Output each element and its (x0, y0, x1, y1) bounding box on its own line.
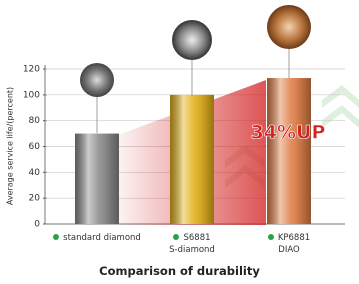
bars (75, 78, 311, 224)
bar-sheen (170, 95, 214, 224)
y-tick-label: 80 (29, 116, 41, 126)
y-tick-label: 60 (29, 142, 41, 152)
y-tick-label: 20 (29, 194, 41, 204)
bar-sheen (267, 78, 311, 224)
chart-page: 0 20 40 60 80 100 120 34%UP Average service li… (0, 0, 359, 284)
annotation: 34%UP (251, 122, 326, 144)
x-tick-label: standard diamond (42, 232, 152, 244)
chart-title: Comparison of durability (0, 264, 359, 278)
y-tick-label: 0 (34, 220, 40, 230)
bar-sheen (75, 134, 119, 224)
x-tick-label: KP6881 DIAO (234, 232, 344, 256)
x-tick-label: S6881 S-diamond (137, 232, 247, 256)
y-axis-label: Average service life/(percent) (6, 87, 15, 205)
y-tick-label: 100 (23, 90, 40, 100)
y-tick-label: 120 (23, 65, 40, 75)
y-tick-label: 40 (29, 168, 41, 178)
